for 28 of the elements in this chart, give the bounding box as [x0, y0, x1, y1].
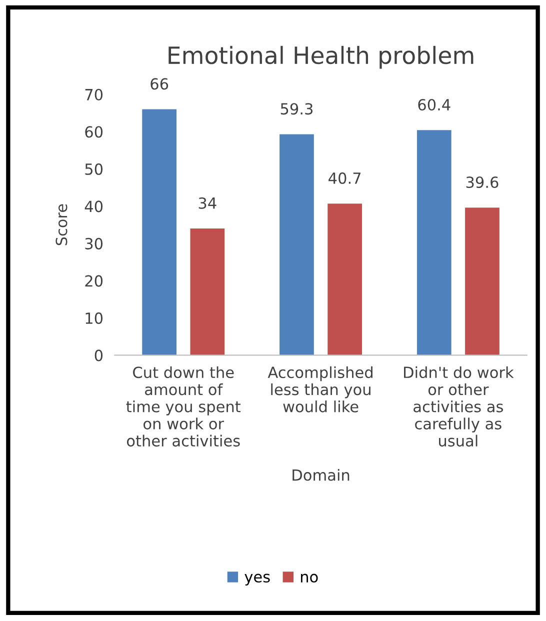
bar: [416, 130, 452, 356]
data-label: 59.3: [280, 103, 313, 115]
data-label: 34: [198, 197, 216, 209]
y-tick-label: 70: [85, 88, 103, 100]
data-label: 39.6: [466, 176, 498, 188]
bar: [328, 204, 362, 356]
legend-label: no: [300, 574, 318, 583]
y-tick-label: 10: [86, 312, 103, 324]
bar: [190, 228, 225, 356]
data-label: 40.7: [328, 172, 361, 184]
y-tick-label: 60: [85, 126, 103, 138]
bar: [465, 208, 500, 356]
y-tick-label: 0: [94, 350, 103, 362]
y-axis-title: Score: [56, 204, 68, 246]
x-tick-label: Accomplished less than you would like: [268, 366, 372, 412]
x-axis-title: Domain: [292, 468, 350, 481]
chart-title: Emotional Health problem: [168, 46, 474, 69]
data-label: 66: [150, 78, 168, 90]
bar: [142, 109, 176, 356]
y-tick-label: 30: [85, 238, 103, 250]
x-tick-label: Cut down the amount of time you spent on work or other activities: [126, 366, 241, 447]
data-label: 60.4: [418, 98, 450, 111]
legend-label: yes: [244, 574, 270, 586]
bar: [280, 134, 314, 356]
y-tick-label: 20: [85, 275, 103, 287]
y-tick-label: 50: [85, 163, 103, 175]
x-tick-label: Didn't do work or other activities as carefully as usual: [404, 366, 514, 447]
y-tick-label: 40: [84, 200, 103, 212]
